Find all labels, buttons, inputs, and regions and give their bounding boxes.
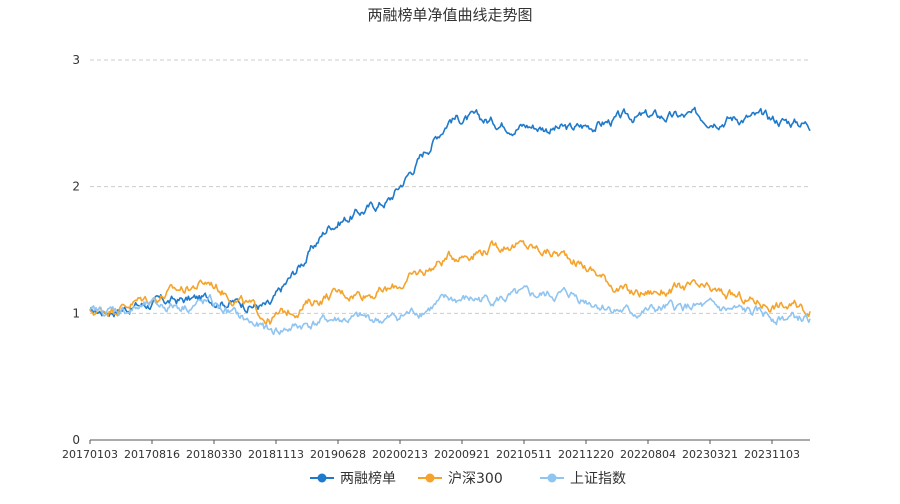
- chart-title: 两融榜单净值曲线走势图: [367, 6, 532, 24]
- legend-label-0: 两融榜单: [340, 470, 396, 487]
- x-tick-label: 20210511: [496, 448, 552, 461]
- x-tick-label: 20181113: [248, 448, 304, 461]
- series-line-1: [89, 239, 811, 325]
- x-tick-label: 20220804: [620, 448, 676, 461]
- legend[interactable]: 两融榜单 沪深300 上证指数: [310, 470, 626, 487]
- x-tick-label: 20211220: [558, 448, 614, 461]
- legend-marker-0: [317, 473, 327, 483]
- legend-item-1[interactable]: 沪深300: [418, 471, 503, 487]
- axes: 0 1 2 3 20170103 20170816 20180330 20181113 2019…: [62, 53, 810, 461]
- x-tick-label: 20231103: [744, 448, 800, 461]
- legend-marker-1: [425, 473, 435, 483]
- legend-label-1: 沪深300: [448, 471, 503, 487]
- x-tick-label: 20200921: [434, 448, 490, 461]
- x-tick-label: 20180330: [186, 448, 242, 461]
- legend-item-2[interactable]: 上证指数: [540, 471, 626, 487]
- x-tick-label: 20170816: [124, 448, 180, 461]
- y-tick-label: 0: [72, 433, 80, 447]
- legend-marker-2: [547, 473, 557, 483]
- series-line-0: [89, 106, 811, 318]
- y-tick-label: 3: [72, 53, 80, 67]
- x-tick-label: 20170103: [62, 448, 118, 461]
- grid-lines: [90, 59, 810, 314]
- y-tick-label: 1: [72, 306, 80, 320]
- y-tick-label: 2: [72, 180, 80, 194]
- legend-item-0[interactable]: 两融榜单: [310, 470, 396, 487]
- series-layer: [89, 106, 811, 336]
- x-tick-label: 20190628: [310, 448, 366, 461]
- series-line-2: [89, 285, 811, 336]
- x-tick-label: 20200213: [372, 448, 428, 461]
- legend-label-2: 上证指数: [570, 471, 626, 487]
- x-tick-label: 20230321: [682, 448, 738, 461]
